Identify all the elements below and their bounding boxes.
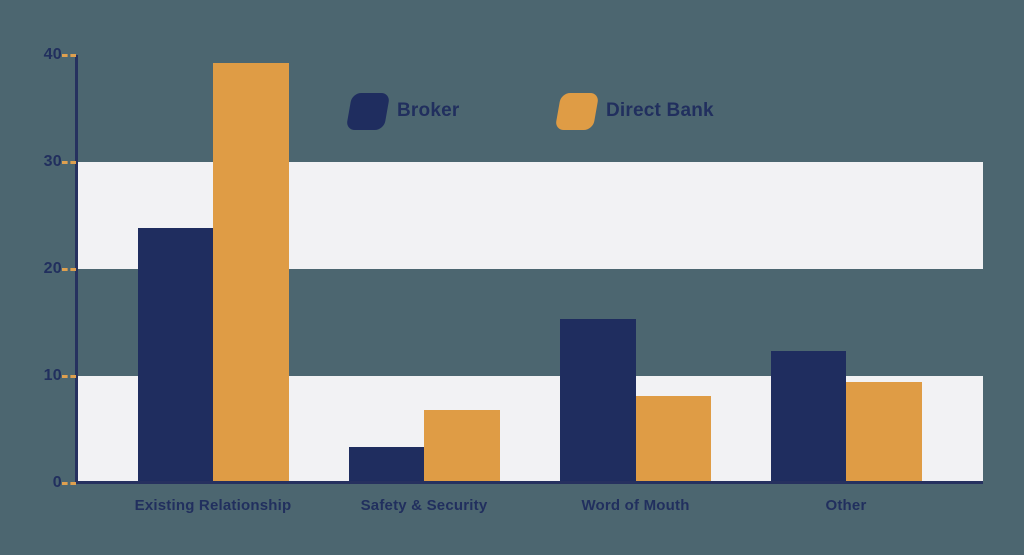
- plot-area: [77, 55, 983, 483]
- legend-item-broker: Broker: [345, 92, 460, 130]
- bar-direct-bank: [213, 62, 289, 483]
- bar-direct-bank: [635, 396, 711, 483]
- legend-swatch-icon: [554, 92, 600, 130]
- y-tick-mark: [62, 268, 76, 271]
- bar-broker: [560, 319, 636, 483]
- y-axis-line: [75, 55, 78, 483]
- y-tick-label: 20: [43, 260, 62, 277]
- bar-direct-bank: [424, 410, 500, 483]
- y-tick-label: 30: [43, 153, 62, 170]
- x-axis-baseline: [75, 481, 983, 484]
- legend-label: Direct Bank: [606, 100, 714, 121]
- y-tick-mark: [62, 375, 76, 378]
- x-category-label: Other: [825, 497, 867, 514]
- legend-label: Broker: [397, 100, 460, 121]
- y-tick-mark: [62, 161, 76, 164]
- x-category-label: Safety & Security: [360, 497, 488, 514]
- y-tick-mark: [62, 482, 76, 485]
- y-tick-label: 0: [52, 474, 62, 491]
- bar-broker: [348, 446, 424, 483]
- y-tick-label: 10: [43, 367, 62, 384]
- bar-broker: [770, 351, 846, 483]
- bar-direct-bank: [846, 382, 922, 483]
- x-category-label: Existing Relationship: [134, 497, 292, 514]
- y-tick-mark: [62, 54, 76, 57]
- y-tick-label: 40: [43, 46, 62, 63]
- x-category-label: Word of Mouth: [581, 497, 690, 514]
- bar-broker: [137, 228, 213, 483]
- legend-item-direct-bank: Direct Bank: [554, 92, 714, 130]
- legend-swatch-icon: [345, 92, 391, 130]
